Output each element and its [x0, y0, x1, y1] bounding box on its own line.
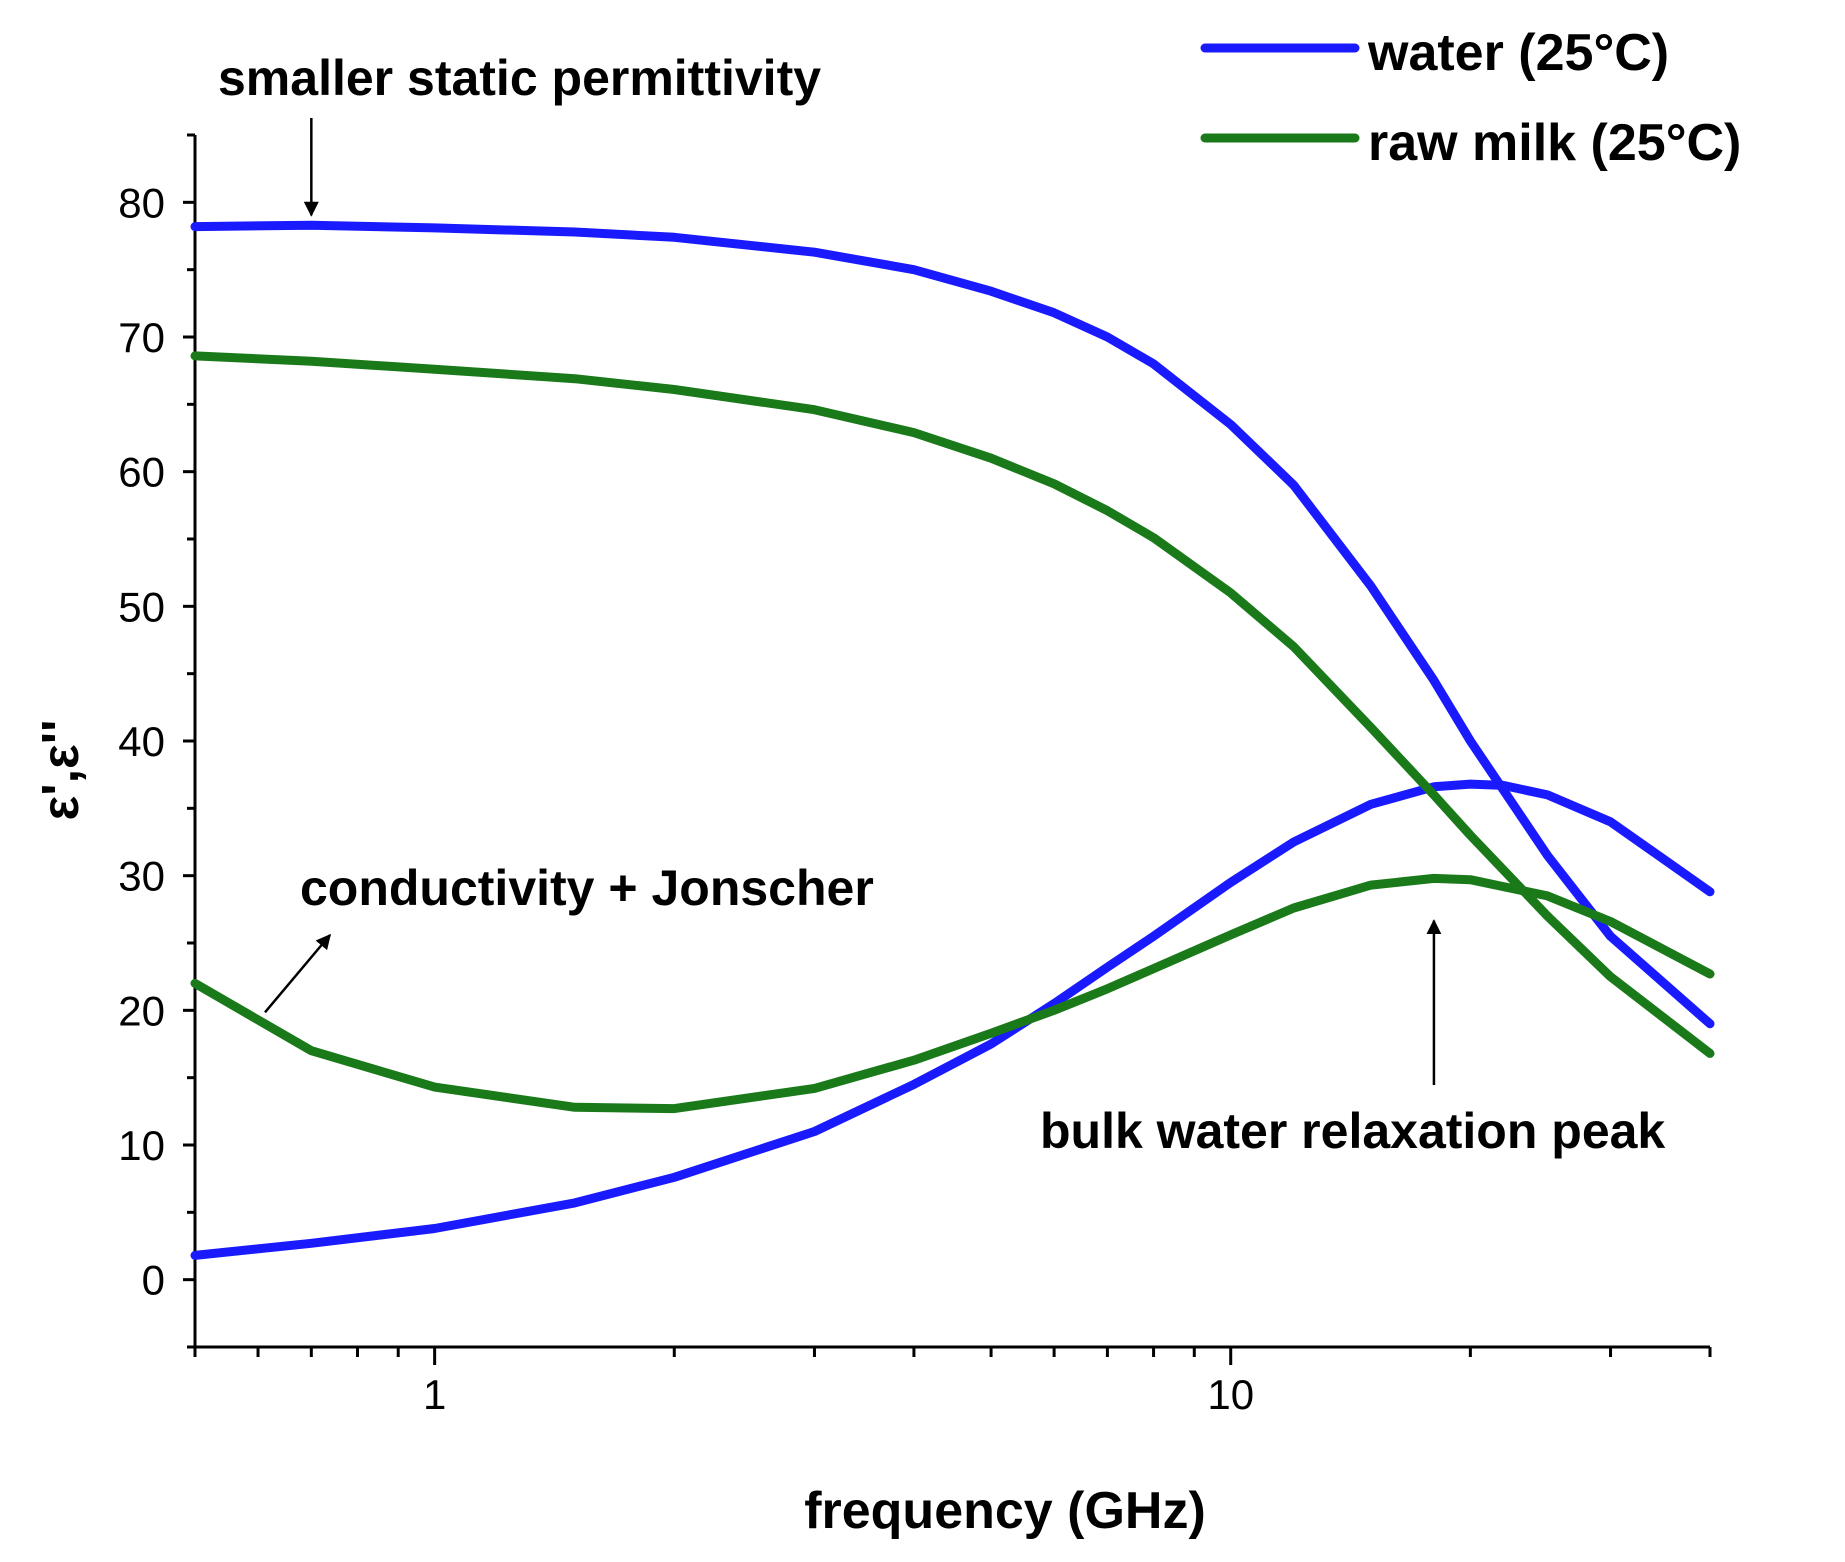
legend-label-water: water (25°C) — [1367, 24, 1669, 82]
x-axis-title: frequency (GHz) — [804, 1482, 1206, 1540]
water-imaginary-line — [190, 779, 1715, 1260]
x-tick-label: 1 — [423, 1371, 446, 1418]
y-tick-label: 20 — [118, 987, 165, 1034]
y-tick-label: 80 — [118, 179, 165, 226]
legend-label-milk: raw milk (25°C) — [1368, 114, 1741, 172]
axes: 0 10 20 30 40 50 60 70 80 1 10 — [118, 133, 1712, 1418]
water-real-line — [190, 220, 1715, 1029]
annotation-relaxation-peak: bulk water relaxation peak — [1040, 1103, 1665, 1159]
y-tick-label: 70 — [118, 314, 165, 361]
legend: water (25°C) raw milk (25°C) — [1200, 24, 1741, 172]
x-tick-label: 10 — [1207, 1371, 1254, 1418]
milk-real-line — [190, 351, 1715, 1058]
y-tick-label: 60 — [118, 449, 165, 496]
y-tick-label: 40 — [118, 718, 165, 765]
y-axis-title: ε',ε'' — [32, 720, 90, 821]
annotation-static-permittivity: smaller static permittivity — [218, 50, 821, 106]
milk-imaginary-line — [190, 873, 1715, 1114]
y-tick-label: 30 — [118, 853, 165, 900]
arrow-conductivity — [264, 933, 331, 1014]
series-group — [190, 220, 1715, 1260]
y-tick-label: 0 — [142, 1257, 165, 1304]
annotation-conductivity: conductivity + Jonscher — [300, 860, 874, 916]
y-tick-label: 50 — [118, 583, 165, 630]
y-tick-label: 10 — [118, 1122, 165, 1169]
